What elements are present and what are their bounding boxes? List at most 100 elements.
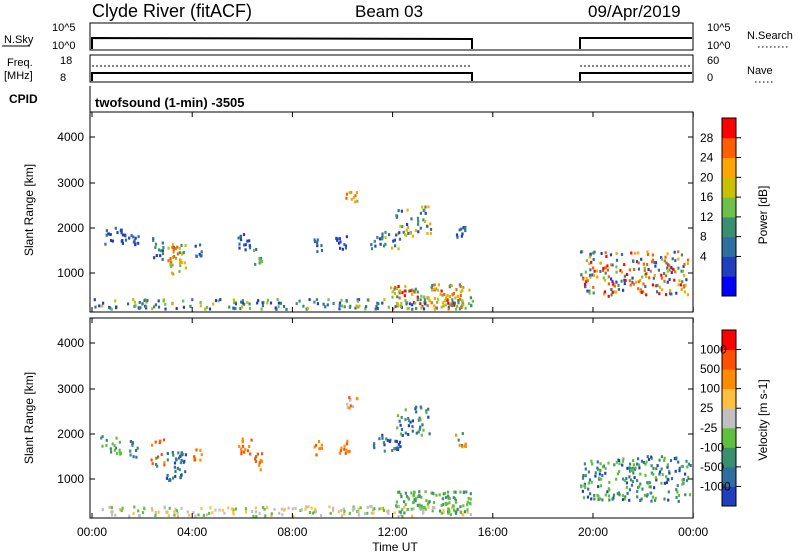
scatter-cell	[677, 250, 680, 254]
scatter-cell	[184, 453, 187, 457]
scatter-cell	[200, 506, 203, 510]
scatter-cell	[345, 196, 348, 200]
scatter-cell	[639, 482, 642, 486]
scatter-cell	[111, 442, 114, 446]
scatter-cell	[298, 299, 301, 303]
scatter-cell	[308, 298, 311, 302]
scatter-cell	[313, 238, 316, 242]
scatter-cell	[453, 301, 456, 305]
scatter-cell	[447, 305, 450, 309]
scatter-cell	[346, 439, 349, 443]
velocity-ytick-label: 3000	[57, 382, 84, 396]
scatter-cell	[338, 237, 341, 241]
scatter-cell	[320, 447, 323, 450]
scatter-cell	[618, 470, 621, 474]
scatter-cell	[363, 512, 366, 516]
scatter-cell	[388, 440, 391, 444]
scatter-cell	[452, 496, 455, 500]
scatter-cell	[183, 261, 186, 265]
scatter-cell	[429, 222, 432, 226]
scatter-cell	[316, 250, 319, 254]
scatter-cell	[459, 285, 462, 288]
scatter-cell	[630, 251, 633, 255]
scatter-cell	[159, 439, 162, 443]
scatter-cell	[356, 299, 360, 303]
scatter-cell	[412, 301, 415, 305]
scatter-cell	[176, 245, 179, 249]
scatter-cell	[607, 294, 610, 298]
scatter-cell	[174, 247, 177, 251]
scatter-cell	[440, 511, 443, 515]
scatter-cell	[345, 442, 349, 446]
scatter-cell	[679, 283, 682, 287]
scatter-cell	[466, 503, 469, 507]
scatter-cell	[241, 301, 245, 305]
scatter-cell	[458, 228, 461, 232]
scatter-cell	[623, 479, 626, 482]
scatter-cell	[450, 506, 454, 510]
scatter-cell	[601, 473, 604, 477]
scatter-cell	[108, 506, 111, 509]
scatter-cell	[302, 304, 305, 308]
scatter-cell	[652, 472, 655, 476]
scatter-cell	[444, 491, 447, 495]
scatter-cell	[145, 305, 148, 309]
scatter-cell	[604, 271, 607, 275]
scatter-cell	[670, 292, 673, 296]
scatter-cell	[335, 236, 338, 240]
scatter-cell	[592, 258, 595, 261]
scatter-cell	[258, 256, 261, 260]
scatter-cell	[583, 462, 586, 466]
power-colorbar-tick-label: 16	[700, 190, 714, 204]
scatter-cell	[387, 305, 390, 309]
scatter-cell	[116, 452, 119, 456]
scatter-cell	[640, 290, 643, 294]
scatter-cell	[410, 491, 413, 495]
scatter-cell	[462, 491, 465, 494]
scatter-cell	[232, 511, 235, 515]
scatter-cell	[277, 305, 280, 309]
scatter-cell	[305, 307, 308, 311]
scatter-cell	[157, 299, 160, 303]
scatter-cell	[460, 227, 463, 231]
scatter-cell	[654, 496, 657, 500]
scatter-cell	[234, 302, 238, 306]
scatter-cell	[188, 513, 191, 517]
scatter-cell	[685, 479, 689, 483]
scatter-cell	[373, 507, 376, 511]
scatter-cell	[593, 493, 596, 497]
scatter-cell	[664, 255, 667, 259]
scatter-cell	[385, 437, 388, 441]
scatter-cell	[397, 446, 400, 450]
scatter-cell	[611, 497, 614, 501]
scatter-cell	[630, 483, 634, 487]
scatter-cell	[243, 243, 246, 247]
scatter-cell	[143, 507, 146, 511]
scatter-cell	[615, 252, 618, 255]
scatter-cell	[398, 490, 401, 494]
scatter-cell	[158, 441, 161, 445]
scatter-cell	[592, 266, 595, 270]
scatter-cell	[174, 507, 177, 511]
scatter-cell	[466, 500, 469, 504]
velocity-colorbar-label: Velocity [m s-1]	[756, 379, 770, 460]
scatter-cell	[405, 494, 409, 498]
scatter-cell	[273, 507, 276, 511]
velocity-colorbar-tick-label: -500	[700, 460, 724, 474]
scatter-cell	[404, 408, 407, 412]
scatter-cell	[431, 509, 434, 513]
scatter-cell	[466, 510, 469, 514]
scatter-cell	[349, 404, 352, 408]
scatter-cell	[448, 501, 451, 505]
velocity-ytick-label: 1000	[57, 472, 84, 486]
scatter-cell	[145, 300, 148, 304]
scatter-cell	[659, 470, 662, 474]
scatter-cell	[586, 289, 589, 293]
scatter-cell	[445, 296, 448, 300]
scatter-cell	[180, 458, 183, 462]
scatter-cell	[266, 298, 270, 302]
scatter-cell	[350, 197, 353, 201]
scatter-cell	[416, 298, 419, 302]
scatter-cell	[602, 266, 605, 270]
power-panel: 4000 3000 2000 1000 Slant Range [km]	[22, 111, 694, 313]
